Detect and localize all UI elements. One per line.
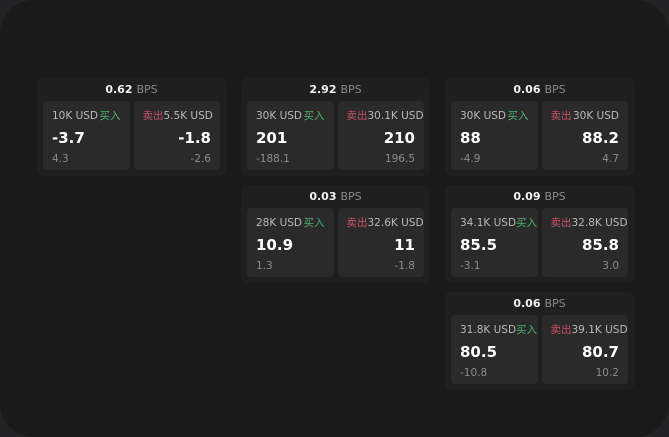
sell-size: 30K USD [572, 110, 619, 122]
quote-card-1: 2.92 BPS 30K USD 买入 201 -188.1 卖出 30.1K … [241, 78, 430, 176]
buy-delta: -4.9 [460, 152, 481, 165]
buy-label: 买入 [99, 110, 121, 122]
buy-size: 31.8K USD [460, 324, 517, 336]
sell-panel[interactable]: 卖出 30.1K USD 210 196.5 [337, 101, 424, 170]
card-header: 0.06 BPS [445, 292, 634, 315]
buy-panel[interactable]: 30K USD 买入 88 -4.9 [451, 101, 538, 170]
buy-delta: -3.1 [460, 259, 481, 272]
buy-delta: -10.8 [460, 366, 488, 379]
buy-size: 30K USD [460, 110, 507, 122]
card-body: 30K USD 买入 201 -188.1 卖出 30.1K USD 210 1… [241, 101, 430, 176]
card-header: 0.62 BPS [37, 78, 226, 101]
sell-panel[interactable]: 卖出 39.1K USD 80.7 10.2 [541, 315, 628, 384]
sell-delta: 4.7 [602, 152, 619, 165]
sell-label: 卖出 [142, 110, 164, 122]
sell-size: 32.6K USD [367, 217, 424, 229]
card-body: 10K USD 买入 -3.7 4.3 卖出 5.5K USD -1.8 -2.… [37, 101, 226, 176]
sell-size: 39.1K USD [571, 324, 628, 336]
bps-value: 0.09 [513, 190, 541, 203]
quote-card-3: 0.03 BPS 28K USD 买入 10.9 1.3 卖出 32.6K US… [241, 185, 430, 283]
sell-price: 11 [394, 235, 415, 254]
sell-delta: 10.2 [595, 366, 619, 379]
sell-price: 88.2 [581, 128, 619, 147]
sell-price: 80.7 [581, 342, 619, 361]
buy-price: 85.5 [460, 235, 498, 254]
card-header: 0.09 BPS [445, 185, 634, 208]
quote-card-5: 0.06 BPS 31.8K USD 买入 80.5 -10.8 卖出 39.1… [445, 292, 634, 390]
bps-unit-label: BPS [544, 297, 566, 310]
sell-label: 卖出 [550, 324, 572, 336]
card-body: 31.8K USD 买入 80.5 -10.8 卖出 39.1K USD 80.… [445, 315, 634, 390]
card-header: 0.06 BPS [445, 78, 634, 101]
sell-delta: 3.0 [602, 259, 619, 272]
buy-delta: 1.3 [256, 259, 273, 272]
sell-price: -1.8 [178, 128, 211, 147]
sell-label: 卖出 [346, 110, 368, 122]
buy-price: 80.5 [460, 342, 498, 361]
quote-card-2: 0.06 BPS 30K USD 买入 88 -4.9 卖出 30K USD 8… [445, 78, 634, 176]
sell-size: 30.1K USD [367, 110, 424, 122]
buy-price: -3.7 [52, 128, 85, 147]
sell-delta: -2.6 [190, 152, 212, 165]
card-header: 2.92 BPS [241, 78, 430, 101]
buy-delta: -188.1 [256, 152, 290, 165]
sell-panel[interactable]: 卖出 32.6K USD 11 -1.8 [337, 208, 424, 277]
sell-panel[interactable]: 卖出 32.8K USD 85.8 3.0 [541, 208, 628, 277]
bps-value: 0.03 [309, 190, 337, 203]
bps-value: 0.06 [513, 83, 541, 96]
sell-size: 5.5K USD [163, 110, 213, 122]
buy-panel[interactable]: 34.1K USD 买入 85.5 -3.1 [451, 208, 538, 277]
buy-price: 10.9 [256, 235, 294, 254]
buy-size: 30K USD [256, 110, 303, 122]
sell-panel[interactable]: 卖出 5.5K USD -1.8 -2.6 [133, 101, 220, 170]
buy-price: 201 [256, 128, 288, 147]
bps-value: 0.06 [513, 297, 541, 310]
buy-delta: 4.3 [52, 152, 69, 165]
bps-unit-label: BPS [136, 83, 158, 96]
card-body: 30K USD 买入 88 -4.9 卖出 30K USD 88.2 4.7 [445, 101, 634, 176]
buy-panel[interactable]: 10K USD 买入 -3.7 4.3 [43, 101, 130, 170]
buy-label: 买入 [507, 110, 529, 122]
sell-label: 卖出 [346, 217, 368, 229]
buy-label: 买入 [516, 324, 538, 336]
card-body: 28K USD 买入 10.9 1.3 卖出 32.6K USD 11 -1.8 [241, 208, 430, 283]
card-body: 34.1K USD 买入 85.5 -3.1 卖出 32.8K USD 85.8… [445, 208, 634, 283]
sell-size: 32.8K USD [571, 217, 628, 229]
sell-delta: -1.8 [394, 259, 416, 272]
bps-unit-label: BPS [340, 190, 362, 203]
quote-card-4: 0.09 BPS 34.1K USD 买入 85.5 -3.1 卖出 32.8K… [445, 185, 634, 283]
bps-unit-label: BPS [340, 83, 362, 96]
bps-unit-label: BPS [544, 83, 566, 96]
sell-delta: 196.5 [384, 152, 415, 165]
bps-value: 0.62 [105, 83, 133, 96]
buy-label: 买入 [303, 110, 325, 122]
quote-card-0: 0.62 BPS 10K USD 买入 -3.7 4.3 卖出 5.5K USD… [37, 78, 226, 176]
buy-label: 买入 [516, 217, 538, 229]
bps-unit-label: BPS [544, 190, 566, 203]
buy-size: 28K USD [256, 217, 303, 229]
sell-label: 卖出 [550, 110, 572, 122]
sell-price: 85.8 [581, 235, 619, 254]
sell-price: 210 [383, 128, 415, 147]
buy-panel[interactable]: 30K USD 买入 201 -188.1 [247, 101, 334, 170]
sell-panel[interactable]: 卖出 30K USD 88.2 4.7 [541, 101, 628, 170]
sell-label: 卖出 [550, 217, 572, 229]
card-header: 0.03 BPS [241, 185, 430, 208]
buy-label: 买入 [303, 217, 325, 229]
buy-price: 88 [460, 128, 481, 147]
buy-panel[interactable]: 28K USD 买入 10.9 1.3 [247, 208, 334, 277]
bps-value: 2.92 [309, 83, 337, 96]
buy-size: 34.1K USD [460, 217, 517, 229]
buy-size: 10K USD [52, 110, 99, 122]
buy-panel[interactable]: 31.8K USD 买入 80.5 -10.8 [451, 315, 538, 384]
